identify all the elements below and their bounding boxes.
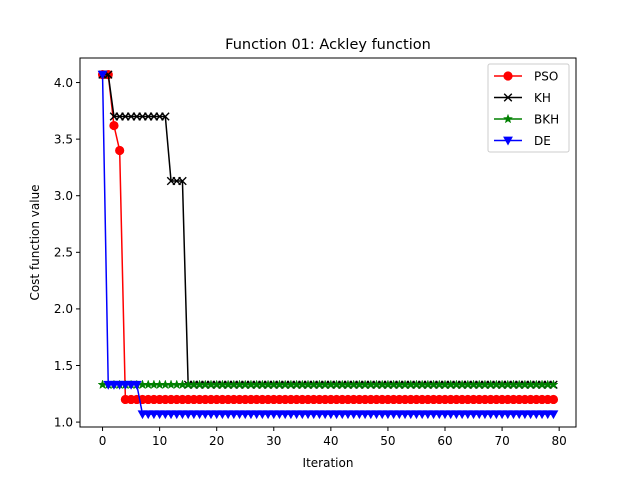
x-tick-label: 0: [99, 434, 107, 448]
x-tick-label: 60: [437, 434, 452, 448]
x-tick-label: 50: [380, 434, 395, 448]
data-point-bkh: [548, 379, 559, 390]
y-tick-label: 3.0: [54, 189, 73, 203]
y-tick-label: 2.5: [54, 246, 73, 260]
legend-label-de: DE: [534, 134, 551, 148]
legend-marker-bkh: [502, 113, 514, 124]
data-point-de: [548, 410, 559, 420]
legend-label-pso: PSO: [534, 69, 558, 83]
legend-marker-de: [503, 136, 513, 146]
data-point-kh: [178, 176, 187, 186]
data-point-pso: [109, 120, 119, 131]
x-tick-label: 70: [494, 434, 509, 448]
chart-title: Function 01: Ackley function: [225, 37, 431, 53]
x-axis-label: Iteration: [303, 456, 354, 470]
data-point-pso: [115, 145, 125, 156]
data-point-de: [131, 380, 142, 390]
data-point-de: [97, 70, 108, 80]
series-de: [97, 70, 559, 420]
data-point-kh: [161, 112, 170, 121]
legend-label-bkh: BKH: [534, 112, 559, 126]
legend: PSO KH BKH DE: [487, 63, 570, 153]
y-tick-label: 1.0: [54, 415, 73, 429]
y-tick-label: 2.0: [54, 302, 73, 316]
x-tick-label: 10: [152, 434, 167, 448]
x-tick-label: 20: [209, 434, 224, 448]
series-layer: [97, 70, 559, 420]
legend-marker-pso: [503, 71, 513, 81]
y-tick-label: 3.5: [54, 132, 73, 146]
legend-marker-kh: [503, 93, 513, 102]
y-tick-label: 1.5: [54, 359, 73, 373]
y-tick-label: 4.0: [54, 76, 73, 90]
y-axis-label: Cost function value: [28, 184, 42, 300]
data-point-pso: [548, 394, 559, 405]
x-tick-label: 40: [323, 434, 338, 448]
legend-box: [487, 63, 570, 153]
x-tick-label: 80: [552, 434, 567, 448]
x-axis: 0 10 20 30 40 50 60 70 80: [99, 427, 567, 448]
x-tick-label: 30: [266, 434, 281, 448]
legend-label-kh: KH: [534, 91, 551, 105]
plot-frame: [79, 57, 577, 428]
y-axis: 1.0 1.5 2.0 2.5 3.0 3.5 4.0: [54, 76, 80, 429]
